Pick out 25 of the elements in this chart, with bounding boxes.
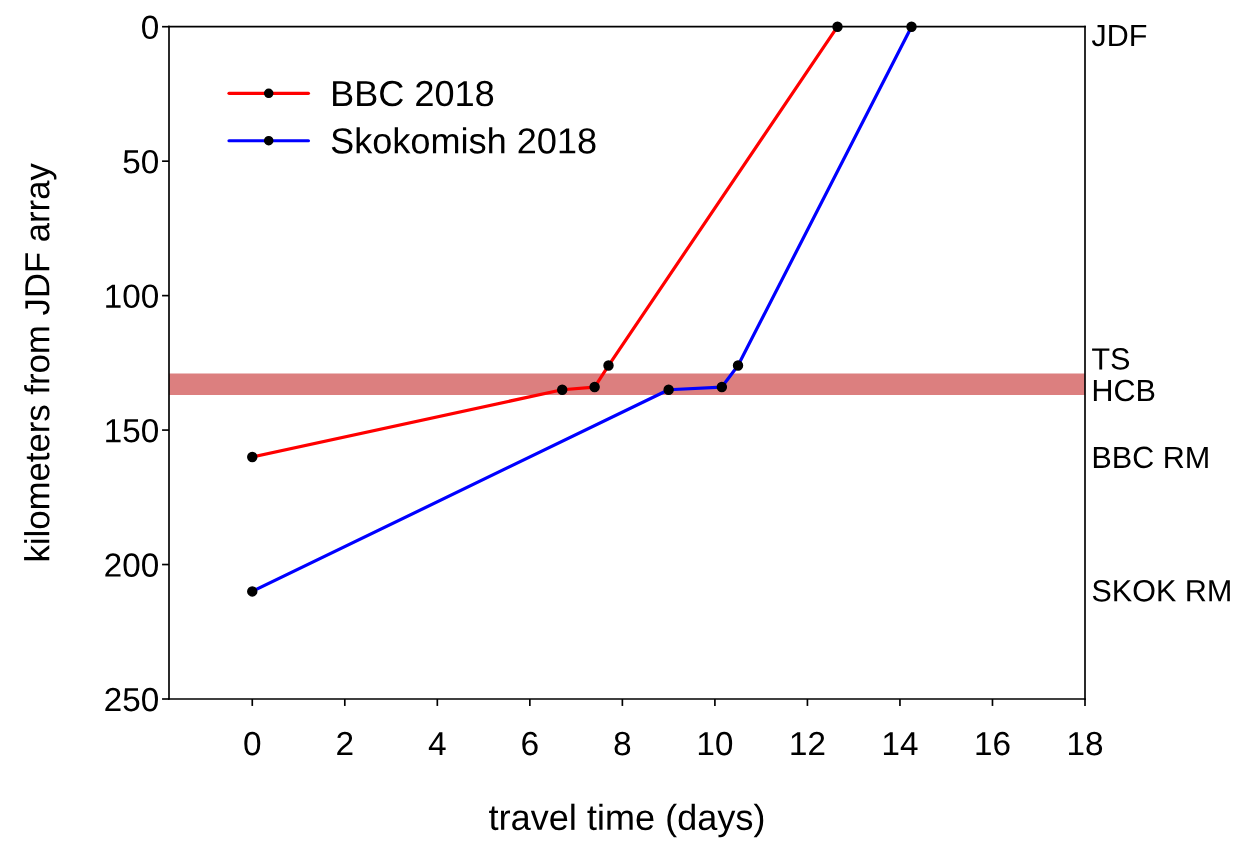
y-tick-label: 0 [142, 15, 158, 40]
x-tick-label: 4 [428, 732, 446, 756]
x-tick-label: 10 [698, 731, 733, 756]
y-tick-label: 100 [106, 284, 158, 309]
x-tick-label: 8 [614, 731, 631, 756]
x-tick-label: 0 [244, 731, 261, 756]
x-tick-label: 16 [976, 731, 1010, 756]
x-tick-label: 18 [1069, 731, 1103, 756]
x-tick-label: 2 [337, 731, 353, 756]
legend-label: Skokomish 2018 [331, 127, 596, 154]
x-tick-label: 12 [791, 731, 825, 756]
text: HCB [1093, 379, 1155, 402]
y-tick-label: 250 [105, 687, 158, 712]
text: BBC RM [1093, 446, 1208, 469]
x-tick-label: 6 [522, 731, 538, 756]
text: JDF [1091, 25, 1147, 47]
y-axis-title: kilometers from JDF array [24, 163, 57, 561]
text: TS [1092, 348, 1130, 370]
x-tick-label: 14 [883, 732, 918, 756]
x-axis-title: travel time (days) [489, 803, 764, 838]
text: SKOK RM [1092, 580, 1230, 602]
y-tick-label: 50 [123, 149, 158, 174]
legend-label: BBC 2018 [333, 80, 494, 107]
y-tick-label: 200 [105, 553, 158, 577]
y-tick-label: 150 [106, 418, 158, 443]
